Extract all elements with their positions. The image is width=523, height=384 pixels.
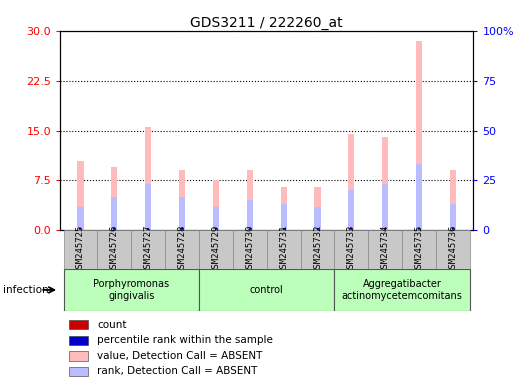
Bar (213, 180, 219, 230)
Bar (416, 164, 422, 230)
Bar (179, 170, 185, 230)
Bar (418, 228, 420, 230)
Bar (335, 269, 470, 311)
Bar (247, 170, 253, 230)
Bar (314, 187, 321, 230)
Bar (111, 197, 117, 230)
Bar (281, 187, 287, 230)
Bar (282, 228, 285, 230)
Bar (402, 230, 436, 269)
Bar (368, 230, 402, 269)
Bar (416, 41, 422, 230)
Bar (79, 228, 82, 230)
Text: Aggregatibacter
actinomycetemcomitans: Aggregatibacter actinomycetemcomitans (342, 279, 463, 301)
Bar (301, 230, 335, 269)
Bar (69, 351, 88, 361)
Text: GSM245730: GSM245730 (245, 225, 254, 273)
Text: GSM245733: GSM245733 (347, 225, 356, 273)
Bar (350, 228, 353, 230)
Bar (281, 204, 287, 230)
Bar (335, 230, 368, 269)
Bar (111, 167, 117, 230)
Bar (249, 228, 251, 230)
Bar (69, 336, 88, 345)
Text: GSM245732: GSM245732 (313, 225, 322, 273)
Bar (145, 184, 151, 230)
Bar (382, 184, 388, 230)
Bar (199, 230, 233, 269)
Bar (213, 207, 219, 230)
Bar (267, 230, 301, 269)
Bar (113, 229, 116, 230)
Text: control: control (250, 285, 283, 295)
Bar (436, 230, 470, 269)
Bar (418, 229, 420, 230)
Bar (131, 230, 165, 269)
Bar (69, 320, 88, 329)
Text: count: count (97, 320, 127, 330)
Text: GSM245726: GSM245726 (110, 225, 119, 273)
Text: infection: infection (3, 285, 48, 295)
Bar (348, 134, 355, 230)
Bar (316, 229, 319, 230)
Bar (247, 200, 253, 230)
Title: GDS3211 / 222260_at: GDS3211 / 222260_at (190, 16, 343, 30)
Bar (450, 204, 456, 230)
Text: GSM245735: GSM245735 (415, 225, 424, 273)
Bar (113, 228, 116, 230)
Text: GSM245729: GSM245729 (211, 225, 220, 273)
Bar (165, 230, 199, 269)
Bar (181, 228, 183, 230)
Bar (282, 229, 285, 230)
Bar (63, 230, 97, 269)
Bar (77, 161, 84, 230)
Bar (77, 207, 84, 230)
Text: percentile rank within the sample: percentile rank within the sample (97, 335, 273, 345)
Text: Porphyromonas
gingivalis: Porphyromonas gingivalis (93, 279, 169, 301)
Bar (452, 228, 454, 230)
Bar (452, 229, 454, 230)
Bar (215, 229, 217, 230)
Text: value, Detection Call = ABSENT: value, Detection Call = ABSENT (97, 351, 263, 361)
Text: GSM245734: GSM245734 (381, 225, 390, 273)
Bar (384, 228, 386, 230)
Text: GSM245725: GSM245725 (76, 225, 85, 273)
Text: GSM245736: GSM245736 (449, 225, 458, 273)
Bar (450, 170, 456, 230)
Bar (249, 229, 251, 230)
Text: GSM245731: GSM245731 (279, 225, 288, 273)
Bar (348, 190, 355, 230)
Bar (147, 229, 149, 230)
Bar (382, 137, 388, 230)
Text: rank, Detection Call = ABSENT: rank, Detection Call = ABSENT (97, 366, 257, 376)
Bar (233, 230, 267, 269)
Bar (69, 367, 88, 376)
Bar (350, 229, 353, 230)
Bar (179, 197, 185, 230)
Bar (181, 229, 183, 230)
Bar (63, 269, 199, 311)
Bar (316, 228, 319, 230)
Bar (384, 229, 386, 230)
Bar (97, 230, 131, 269)
Bar (79, 229, 82, 230)
Bar (145, 127, 151, 230)
Bar (199, 269, 335, 311)
Bar (147, 228, 149, 230)
Bar (314, 207, 321, 230)
Text: GSM245727: GSM245727 (144, 225, 153, 273)
Bar (215, 228, 217, 230)
Text: GSM245728: GSM245728 (178, 225, 187, 273)
